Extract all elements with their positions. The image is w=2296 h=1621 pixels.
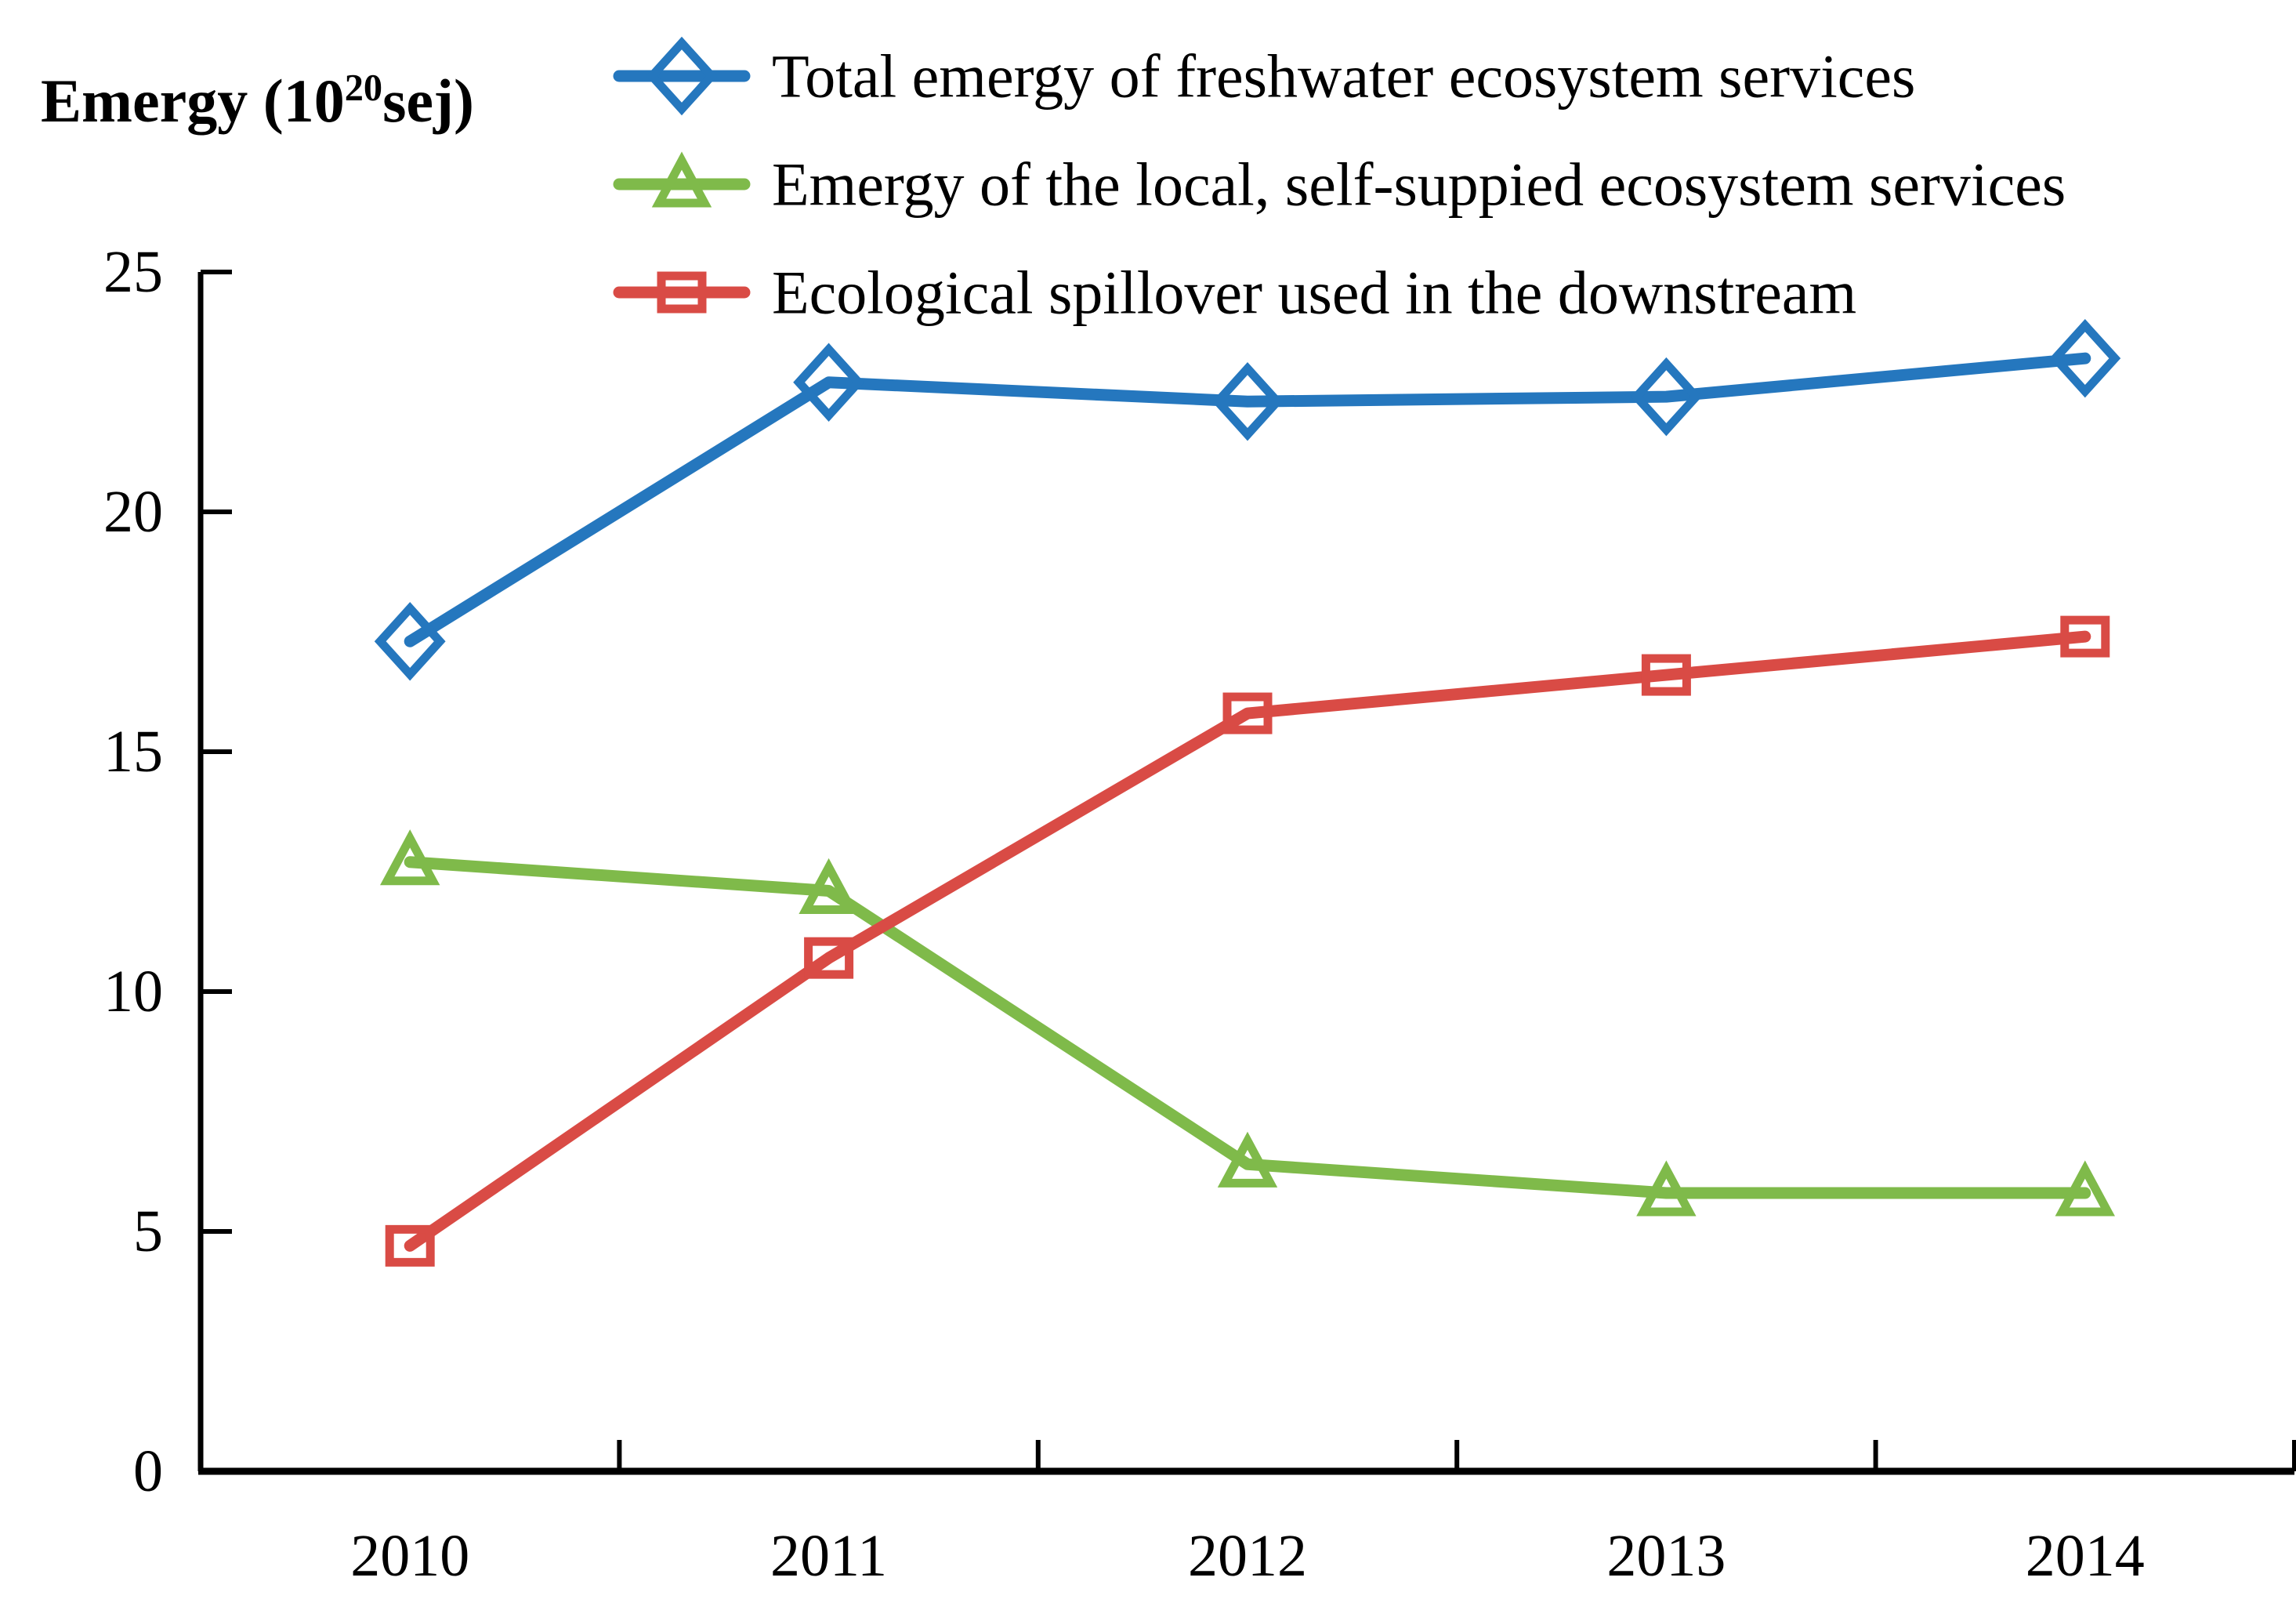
series-line-2	[404, 630, 2091, 1252]
title-superscript: 20	[344, 67, 383, 109]
y-tick-label: 15	[103, 719, 163, 785]
y-tick-label: 10	[103, 959, 163, 1024]
x-tick-label: 2011	[770, 1523, 887, 1589]
x-tick-label: 2014	[2026, 1523, 2145, 1589]
y-axis-unit-title: Emergy (1020sej)	[41, 66, 474, 136]
y-tick-label: 0	[133, 1438, 163, 1504]
legend-label-0: Total emergy of freshwater ecosystem ser…	[772, 42, 1915, 111]
series-1-point-2-triangle-marker	[1217, 1131, 1278, 1188]
series-0-point-3-diamond-marker	[1630, 357, 1702, 437]
legend-0-diamond-marker	[646, 36, 718, 116]
y-tick-label: 25	[103, 239, 163, 305]
series-0-point-2-diamond-marker	[1211, 362, 1284, 441]
title-suffix: sej)	[382, 67, 475, 135]
x-tick-label: 2012	[1188, 1523, 1307, 1589]
series-1-point-0-triangle-marker	[380, 829, 440, 886]
legend-1-triangle-marker	[651, 151, 712, 208]
title-prefix: Emergy (10	[41, 67, 345, 135]
y-tick-label: 20	[103, 479, 163, 545]
series-1-point-4-triangle-marker	[2055, 1160, 2115, 1217]
x-tick-label: 2013	[1606, 1523, 1726, 1589]
series-1-point-3-triangle-marker	[1636, 1160, 1697, 1217]
series-0-point-1-diamond-marker	[793, 343, 865, 422]
series-0-point-0-diamond-marker	[374, 602, 446, 681]
series-2-point-3-square-marker	[1641, 654, 1691, 696]
series-0-point-4-diamond-marker	[2049, 318, 2121, 398]
series-2-point-4-square-marker	[2060, 615, 2110, 658]
series-2-point-2-square-marker	[1222, 692, 1273, 734]
legend-2-square-marker	[657, 271, 707, 314]
series-2-point-1-square-marker	[804, 937, 854, 979]
series-1-point-1-triangle-marker	[799, 858, 859, 914]
series-line-0	[404, 352, 2091, 647]
legend-label-1: Emergy of the local, self-suppied ecosys…	[772, 150, 2066, 219]
legend-label-2: Ecological spillover used in the downstr…	[772, 259, 1856, 327]
x-tick-label: 2010	[350, 1523, 469, 1589]
series-line-1	[404, 856, 2091, 1199]
series-2-point-0-square-marker	[385, 1224, 435, 1267]
y-tick-label: 5	[133, 1199, 163, 1264]
